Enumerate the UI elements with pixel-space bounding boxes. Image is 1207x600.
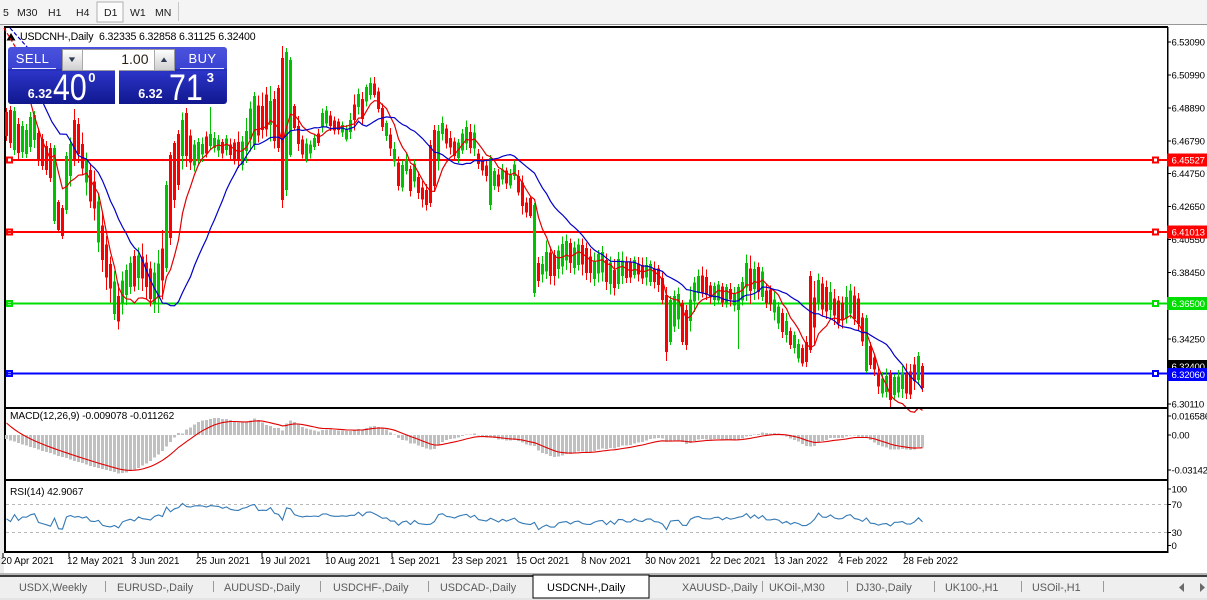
svg-text:USOil-,H1: USOil-,H1 bbox=[1032, 582, 1081, 594]
svg-text:D1: D1 bbox=[104, 7, 118, 19]
svg-text:USDCHF-,Daily: USDCHF-,Daily bbox=[333, 582, 409, 594]
svg-text:DJ30-,Daily: DJ30-,Daily bbox=[856, 582, 912, 594]
svg-text:0: 0 bbox=[1172, 541, 1177, 552]
svg-text:6.34250: 6.34250 bbox=[1172, 334, 1205, 345]
svg-text:3 Jun 2021: 3 Jun 2021 bbox=[131, 556, 179, 567]
svg-text:30: 30 bbox=[1172, 528, 1182, 539]
svg-text:6.38450: 6.38450 bbox=[1172, 268, 1205, 279]
svg-text:0.00: 0.00 bbox=[1172, 431, 1190, 442]
svg-text:8 Nov 2021: 8 Nov 2021 bbox=[581, 556, 631, 567]
svg-text:6.46790: 6.46790 bbox=[1172, 137, 1205, 148]
svg-text:USDCAD-,Daily: USDCAD-,Daily bbox=[440, 582, 517, 594]
svg-text:12 May 2021: 12 May 2021 bbox=[67, 556, 124, 567]
svg-text:1 Sep 2021: 1 Sep 2021 bbox=[390, 556, 440, 567]
svg-text:MACD(12,26,9) -0.009078 -0.011: MACD(12,26,9) -0.009078 -0.011262 bbox=[10, 411, 175, 422]
svg-text:MN: MN bbox=[155, 7, 171, 19]
svg-text:6.42650: 6.42650 bbox=[1172, 202, 1205, 213]
svg-text:6.40550: 6.40550 bbox=[1172, 235, 1205, 246]
svg-text:RSI(14) 42.9067: RSI(14) 42.9067 bbox=[10, 487, 84, 498]
svg-text:EURUSD-,Daily: EURUSD-,Daily bbox=[117, 582, 194, 594]
svg-text:10 Aug 2021: 10 Aug 2021 bbox=[325, 556, 380, 567]
svg-text:19 Jul 2021: 19 Jul 2021 bbox=[260, 556, 311, 567]
svg-text:UKOil-,M30: UKOil-,M30 bbox=[769, 582, 825, 594]
svg-text:0.016586: 0.016586 bbox=[1172, 412, 1207, 423]
svg-text:70: 70 bbox=[1172, 500, 1182, 511]
svg-text:AUDUSD-,Daily: AUDUSD-,Daily bbox=[224, 582, 301, 594]
svg-text:6.32060: 6.32060 bbox=[1172, 370, 1205, 381]
svg-text:4 Feb 2022: 4 Feb 2022 bbox=[838, 556, 888, 567]
svg-text:6.45527: 6.45527 bbox=[1172, 156, 1205, 167]
svg-text:6.44750: 6.44750 bbox=[1172, 169, 1205, 180]
svg-text:100: 100 bbox=[1172, 485, 1187, 496]
svg-text:M30: M30 bbox=[17, 7, 38, 19]
svg-text:6.30110: 6.30110 bbox=[1172, 400, 1205, 411]
svg-text:6.41013: 6.41013 bbox=[1172, 228, 1205, 239]
svg-text:H1: H1 bbox=[48, 7, 62, 19]
svg-text:-0.03142: -0.03142 bbox=[1172, 466, 1207, 477]
svg-text:28 Feb 2022: 28 Feb 2022 bbox=[903, 556, 958, 567]
svg-text:XAUUSD-,Daily: XAUUSD-,Daily bbox=[682, 582, 758, 594]
svg-text:USDCNH-,Daily 6.32335 6.32858: USDCNH-,Daily 6.32335 6.32858 6.31125 6.… bbox=[20, 31, 256, 43]
svg-text:USDX,Weekly: USDX,Weekly bbox=[19, 582, 88, 594]
svg-text:20 Apr 2021: 20 Apr 2021 bbox=[1, 556, 54, 567]
svg-text:6.36500: 6.36500 bbox=[1172, 299, 1205, 310]
svg-text:W1: W1 bbox=[130, 7, 146, 19]
svg-text:30 Nov 2021: 30 Nov 2021 bbox=[645, 556, 701, 567]
svg-text:23 Sep 2021: 23 Sep 2021 bbox=[452, 556, 508, 567]
svg-text:UK100-,H1: UK100-,H1 bbox=[945, 582, 998, 594]
svg-text:5: 5 bbox=[3, 7, 9, 19]
svg-text:USDCNH-,Daily: USDCNH-,Daily bbox=[547, 582, 626, 594]
svg-text:6.50990: 6.50990 bbox=[1172, 70, 1205, 81]
svg-text:15 Oct 2021: 15 Oct 2021 bbox=[516, 556, 569, 567]
svg-text:6.32400: 6.32400 bbox=[1172, 362, 1205, 373]
svg-text:13 Jan 2022: 13 Jan 2022 bbox=[774, 556, 828, 567]
svg-text:6.48890: 6.48890 bbox=[1172, 104, 1205, 115]
svg-text:22 Dec 2021: 22 Dec 2021 bbox=[710, 556, 766, 567]
svg-text:6.53090: 6.53090 bbox=[1172, 37, 1205, 48]
svg-text:H4: H4 bbox=[76, 7, 90, 19]
svg-text:25 Jun 2021: 25 Jun 2021 bbox=[196, 556, 250, 567]
